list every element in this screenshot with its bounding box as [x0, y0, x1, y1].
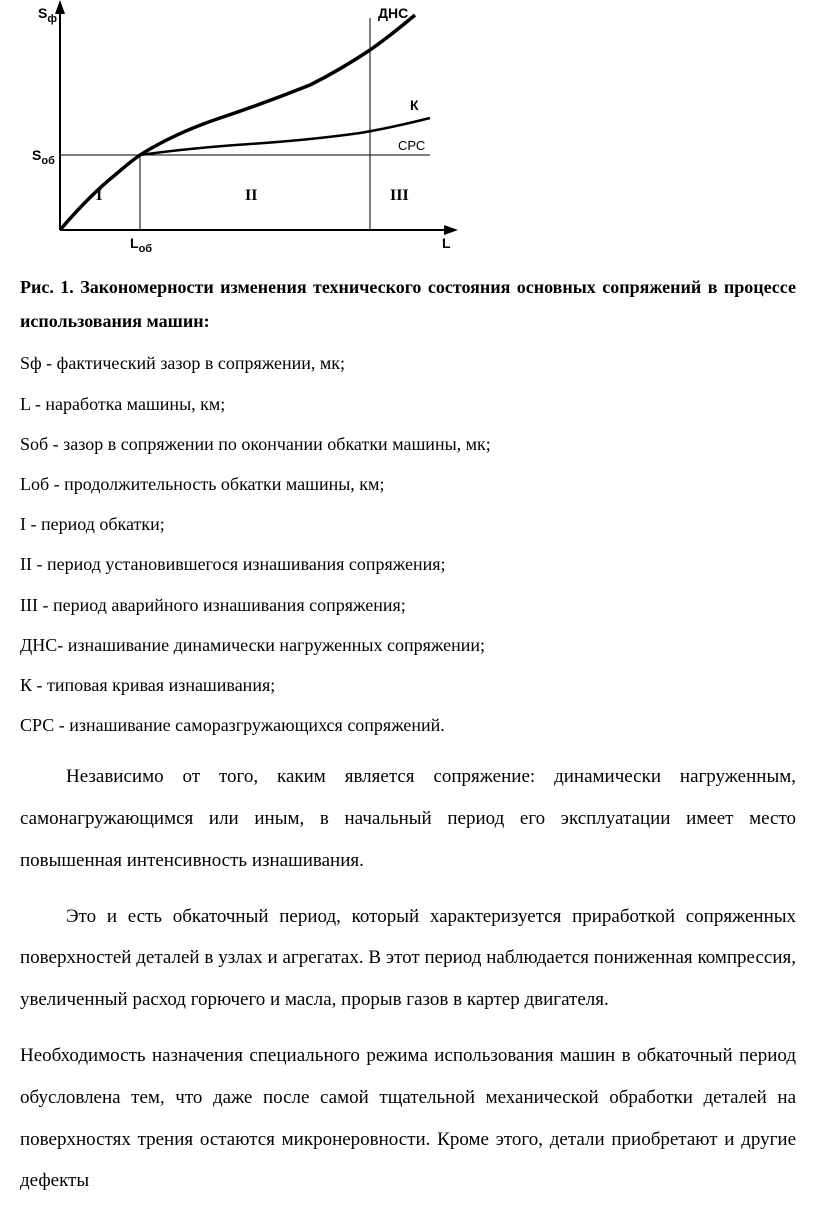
legend-line: К - типовая кривая изнашивания;	[20, 668, 796, 702]
srs-label: СРС	[398, 138, 425, 153]
k-label: К	[410, 97, 419, 113]
region-3-label: III	[390, 187, 409, 204]
legend-line: III - период аварийного изнашивания сопр…	[20, 588, 796, 622]
legend-line: L - наработка машины, км;	[20, 387, 796, 421]
legend-line: II - период установившегося изнашивания …	[20, 547, 796, 581]
figure-caption: Рис. 1. Закономерности изменения техниче…	[20, 270, 796, 338]
lob-label: Lоб	[130, 235, 152, 255]
region-1-label: I	[96, 187, 102, 204]
legend-line: Sоб - зазор в сопряжении по окончании об…	[20, 427, 796, 461]
region-2-label: II	[245, 187, 257, 204]
body-paragraph: Это и есть обкаточный период, который ха…	[20, 896, 796, 1021]
body-paragraph: Необходимость назначения специального ре…	[20, 1035, 796, 1202]
wear-chart: Sф Sоб Lоб L ДНС К СРС I II III	[20, 0, 470, 260]
body-paragraph: Независимо от того, каким является сопря…	[20, 756, 796, 881]
sob-label: Sоб	[32, 147, 55, 167]
x-axis-label: L	[442, 235, 451, 251]
legend-line: СРС - изнашивание саморазгружающихся соп…	[20, 708, 796, 742]
legend-line: Lоб - продолжительность обкатки машины, …	[20, 467, 796, 501]
legend-line: Sф - фактический зазор в сопряжении, мк;	[20, 346, 796, 380]
legend-line: I - период обкатки;	[20, 507, 796, 541]
y-axis-label: Sф	[38, 5, 57, 25]
legend-line: ДНС- изнашивание динамически нагруженных…	[20, 628, 796, 662]
dns-label: ДНС	[378, 5, 408, 21]
